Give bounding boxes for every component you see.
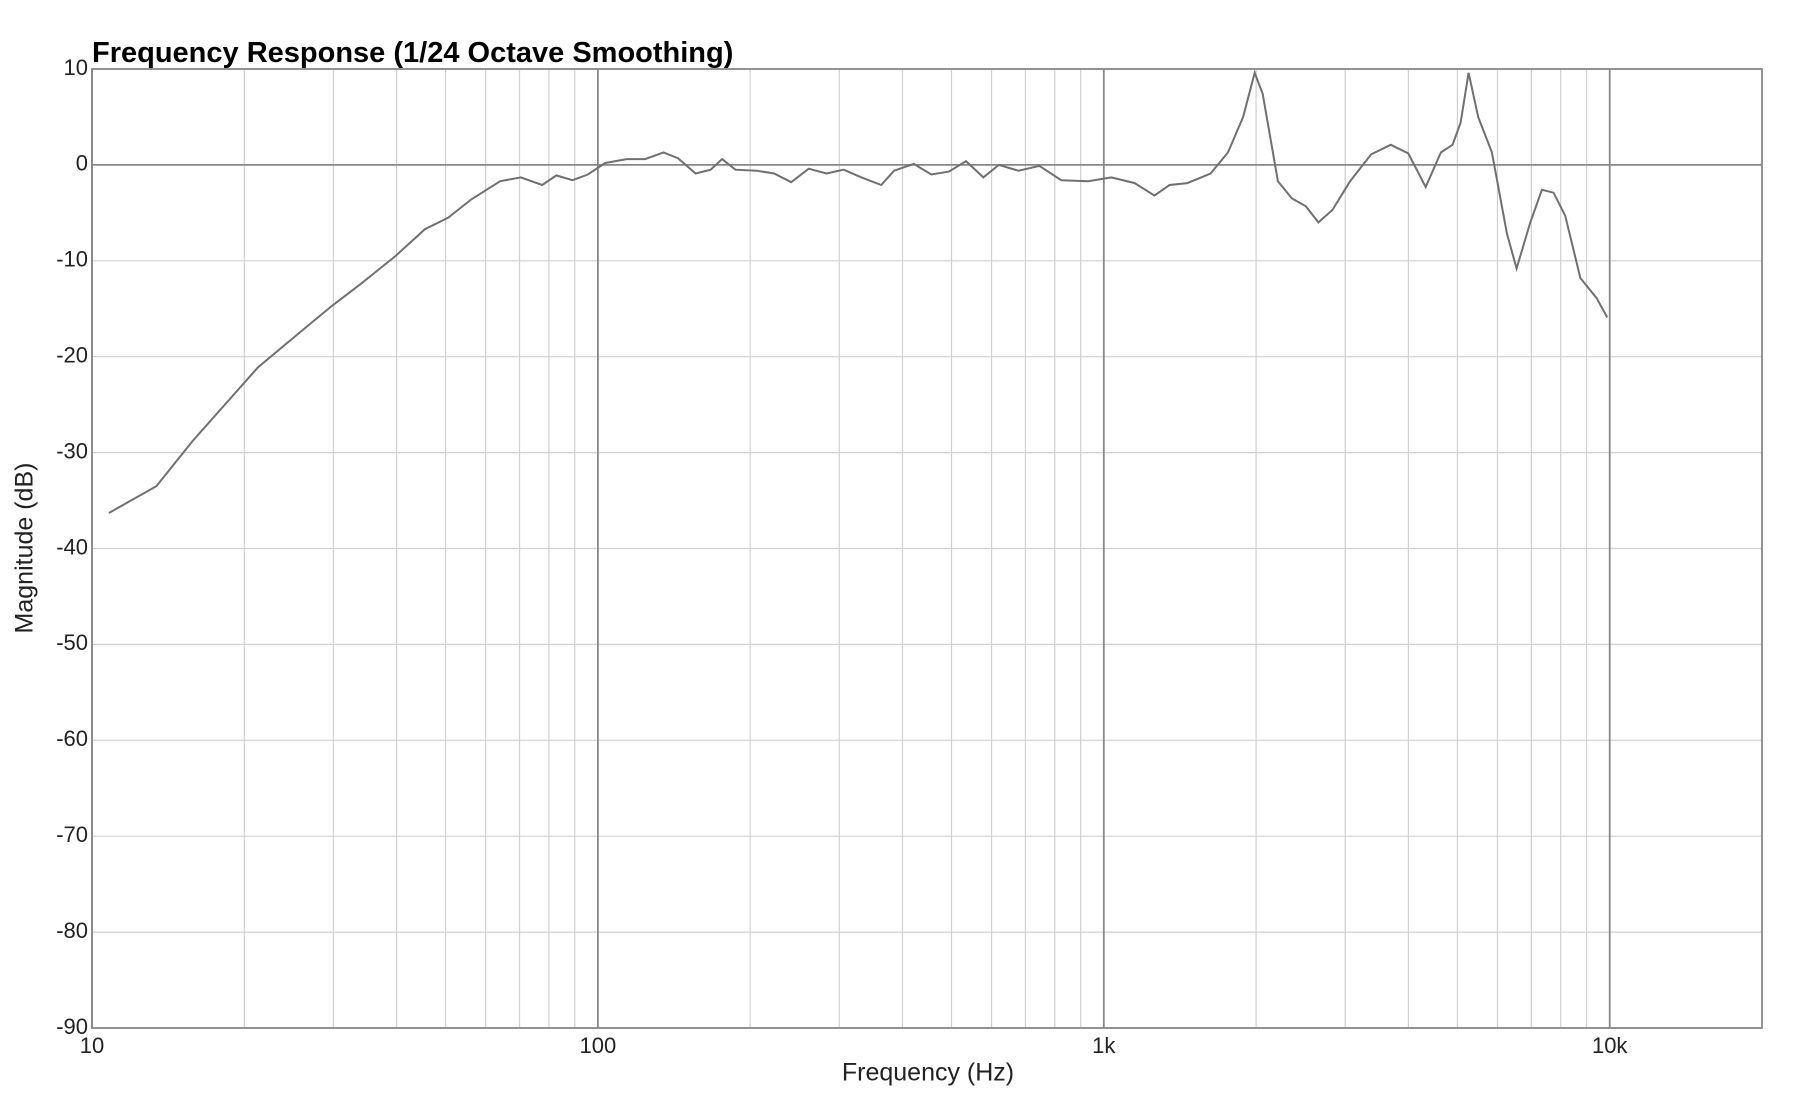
y-tick-label: -10	[56, 247, 88, 272]
y-tick-label: -50	[56, 630, 88, 655]
y-tick-label: 10	[64, 55, 88, 80]
x-axis-label: Frequency (Hz)	[842, 1059, 1014, 1087]
x-tick-label: 1k	[1092, 1033, 1116, 1058]
y-tick-label: -40	[56, 534, 88, 559]
x-tick-label: 100	[580, 1033, 617, 1058]
y-tick-label: -70	[56, 822, 88, 847]
y-tick-label: -80	[56, 918, 88, 943]
y-tick-label: -20	[56, 343, 88, 368]
y-axis-label: Magnitude (dB)	[11, 463, 39, 634]
y-tick-label: -60	[56, 726, 88, 751]
chart-title: Frequency Response (1/24 Octave Smoothin…	[92, 37, 733, 69]
x-tick-label: 10	[80, 1033, 104, 1058]
plot-frame	[91, 68, 1763, 1029]
y-tick-label: 0	[76, 151, 88, 176]
y-tick-label: -30	[56, 438, 88, 463]
response-line	[108, 69, 1609, 514]
y-tick-label: -90	[56, 1014, 88, 1039]
x-tick-label: 10k	[1592, 1033, 1628, 1058]
